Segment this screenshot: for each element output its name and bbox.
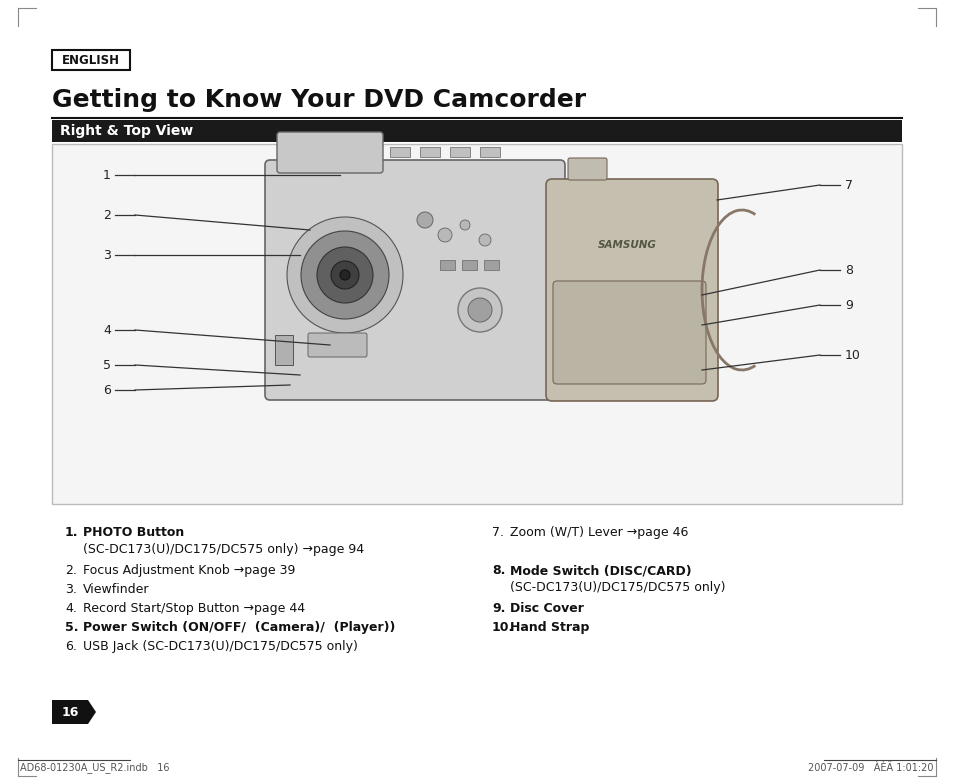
FancyBboxPatch shape <box>545 179 718 401</box>
Text: 2007-07-09   ÀÈÄ 1:01:20: 2007-07-09 ÀÈÄ 1:01:20 <box>807 763 933 773</box>
Polygon shape <box>52 700 96 724</box>
Text: Mode Switch (DISC/CARD): Mode Switch (DISC/CARD) <box>510 564 691 577</box>
FancyBboxPatch shape <box>308 333 367 357</box>
Text: 9.: 9. <box>492 602 505 615</box>
Bar <box>52 120 901 142</box>
Text: 1.: 1. <box>65 526 78 539</box>
Circle shape <box>468 298 492 322</box>
Text: 8: 8 <box>844 263 852 277</box>
Text: PHOTO Button: PHOTO Button <box>83 526 184 539</box>
Text: 6: 6 <box>103 383 111 397</box>
FancyBboxPatch shape <box>265 160 564 400</box>
Text: 7: 7 <box>844 179 852 191</box>
Bar <box>390 147 410 157</box>
Text: 4: 4 <box>103 324 111 336</box>
Circle shape <box>316 247 373 303</box>
FancyBboxPatch shape <box>276 132 382 173</box>
Text: SAMSUNG: SAMSUNG <box>597 240 656 250</box>
Text: 16: 16 <box>61 706 78 718</box>
Text: 1: 1 <box>103 169 111 182</box>
Circle shape <box>301 231 389 319</box>
Text: 10.: 10. <box>492 621 514 634</box>
Bar <box>52 144 901 504</box>
Text: Power Switch (ON/OFF/  (Camera)/  (Player)): Power Switch (ON/OFF/ (Camera)/ (Player)… <box>83 621 395 634</box>
Text: Getting to Know Your DVD Camcorder: Getting to Know Your DVD Camcorder <box>52 88 585 112</box>
Text: Hand Strap: Hand Strap <box>510 621 589 634</box>
Text: 8.: 8. <box>492 564 505 577</box>
Bar <box>52 50 130 70</box>
Bar <box>479 147 499 157</box>
Text: 10: 10 <box>844 349 860 361</box>
Bar <box>483 260 498 270</box>
Text: (SC-DC173(U)/DC175/DC575 only) →page 94: (SC-DC173(U)/DC175/DC575 only) →page 94 <box>83 543 364 556</box>
Text: (SC-DC173(U)/DC175/DC575 only): (SC-DC173(U)/DC175/DC575 only) <box>510 581 724 594</box>
Circle shape <box>478 234 491 246</box>
Text: 5: 5 <box>103 358 111 372</box>
Text: Disc Cover: Disc Cover <box>510 602 583 615</box>
Text: ENGLISH: ENGLISH <box>62 53 120 67</box>
Text: 2: 2 <box>103 209 111 222</box>
Text: 2.: 2. <box>65 564 77 577</box>
Circle shape <box>459 220 470 230</box>
Text: Viewfinder: Viewfinder <box>83 583 150 596</box>
Text: 6.: 6. <box>65 640 77 653</box>
Text: 9: 9 <box>844 299 852 311</box>
Text: Record Start/Stop Button →page 44: Record Start/Stop Button →page 44 <box>83 602 305 615</box>
Circle shape <box>331 261 358 289</box>
Bar <box>274 335 293 365</box>
Bar <box>450 147 470 157</box>
Text: Right & Top View: Right & Top View <box>60 124 193 138</box>
Text: Zoom (W/T) Lever →page 46: Zoom (W/T) Lever →page 46 <box>510 526 688 539</box>
Text: 4.: 4. <box>65 602 77 615</box>
Bar <box>461 260 476 270</box>
Circle shape <box>287 217 402 333</box>
FancyBboxPatch shape <box>553 281 705 384</box>
Text: 3: 3 <box>103 249 111 262</box>
Circle shape <box>437 228 452 242</box>
Circle shape <box>457 288 501 332</box>
Bar <box>419 147 439 157</box>
Text: USB Jack (SC-DC173(U)/DC175/DC575 only): USB Jack (SC-DC173(U)/DC175/DC575 only) <box>83 640 357 653</box>
Bar <box>439 260 455 270</box>
Text: 7.: 7. <box>492 526 503 539</box>
Text: 5.: 5. <box>65 621 78 634</box>
Circle shape <box>416 212 433 228</box>
Text: Focus Adjustment Knob →page 39: Focus Adjustment Knob →page 39 <box>83 564 295 577</box>
Text: AD68-01230A_US_R2.indb   16: AD68-01230A_US_R2.indb 16 <box>20 763 170 774</box>
FancyBboxPatch shape <box>567 158 606 180</box>
Text: 3.: 3. <box>65 583 77 596</box>
Circle shape <box>339 270 350 280</box>
